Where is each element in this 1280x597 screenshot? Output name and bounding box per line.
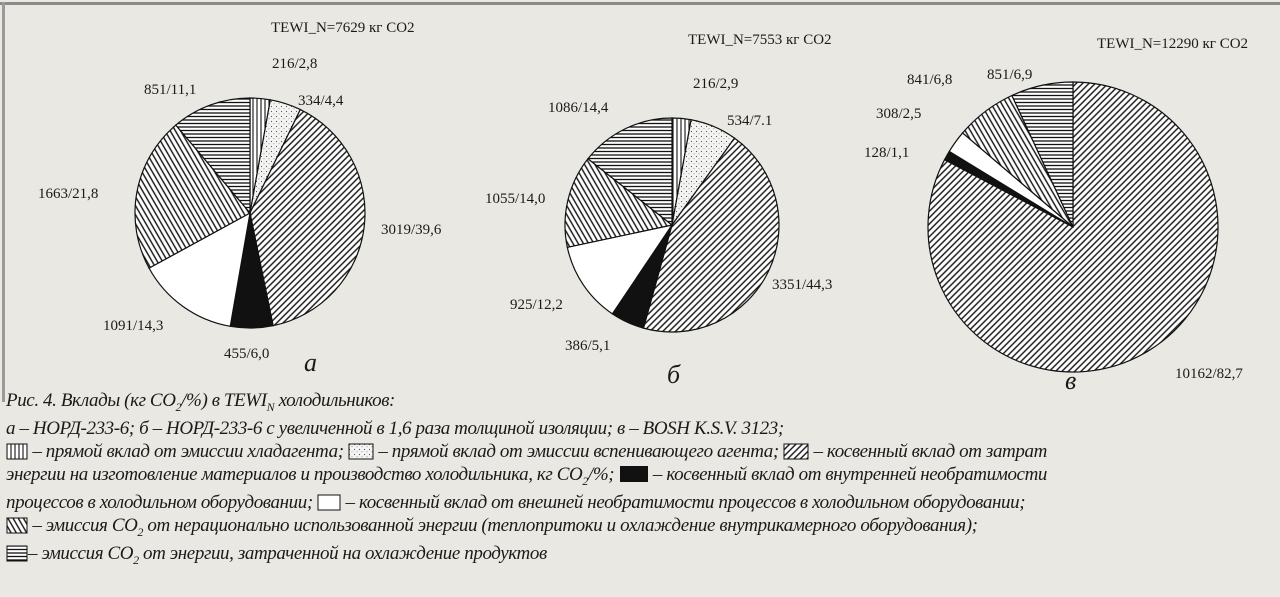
pie-slice-external xyxy=(148,211,251,327)
data-label: 841/6,8 xyxy=(907,72,953,88)
pie-slice-products xyxy=(174,97,251,215)
legend-row-4: – эмиссия CO2 от нерационально использов… xyxy=(6,515,1280,543)
panel-letter: б xyxy=(667,360,681,389)
data-label: 216/2,9 xyxy=(693,76,739,92)
legend-swatch-refrigerant xyxy=(6,443,28,460)
legend-swatch-manufacturing xyxy=(783,443,809,460)
pie-charts xyxy=(134,81,1219,373)
pie-c-title: TEWI_N=12290 кг CO2 xyxy=(1097,36,1249,52)
figure-caption: Рис. 4. Вклады (кг CO2/%) в TEWIN холоди… xyxy=(6,390,1280,571)
legend-swatch-irrational xyxy=(6,517,28,534)
data-label: 851/11,1 xyxy=(144,82,197,98)
pie-slice-products xyxy=(587,117,673,227)
pie-slice-irrational xyxy=(564,157,674,249)
pie-slice-manufacturing xyxy=(642,137,780,333)
data-label: 534/7.1 xyxy=(727,113,773,129)
caption-panels: а – НОРД-233-6; б – НОРД-233-6 с увеличе… xyxy=(6,418,784,440)
data-label: 10162/82,7 xyxy=(1175,366,1243,382)
pie-slice-products xyxy=(1011,81,1074,228)
legend-row-2: энергии на изготовление материалов и про… xyxy=(6,463,1048,488)
legend-swatch-internal xyxy=(619,465,648,482)
legend-swatch-products xyxy=(6,545,28,562)
legend-row-3: процессов в холодильном оборудовании; – … xyxy=(6,491,1026,513)
data-label: 1091/14,3 xyxy=(103,318,164,334)
data-label: 386/5,1 xyxy=(565,338,611,354)
data-label: 216/2,8 xyxy=(272,56,318,72)
data-label: 1055/14,0 xyxy=(485,191,546,207)
panel-letter: а xyxy=(304,348,317,377)
data-label: 1086/14,4 xyxy=(548,100,609,116)
pie-slice-manufacturing xyxy=(249,108,366,327)
data-label: 3019/39,6 xyxy=(381,222,442,238)
data-label: 3351/44,3 xyxy=(772,277,833,293)
data-label: 334/4,4 xyxy=(298,93,344,109)
legend-row-1: – прямой вклад от эмиссии хладагента; – … xyxy=(6,441,1280,464)
data-label: 128/1,1 xyxy=(864,145,910,161)
data-label: 925/12,2 xyxy=(510,297,563,313)
data-label: 308/2,5 xyxy=(876,106,922,122)
data-label: 1663/21,8 xyxy=(38,186,99,202)
panel-letter: в xyxy=(1065,366,1077,395)
pie-a-title: TEWI_N=7629 кг CO2 xyxy=(271,20,415,36)
pie-slice-external xyxy=(566,224,674,315)
data-label: 455/6,0 xyxy=(224,346,270,362)
pie-slice-irrational xyxy=(134,124,251,269)
page-border-top xyxy=(0,2,1280,5)
legend-swatch-external xyxy=(317,494,341,511)
page-border-left xyxy=(2,2,5,402)
legend-row-5: – эмиссия CO2 от энергии, затраченной на… xyxy=(6,543,1280,571)
legend-swatch-foam xyxy=(348,443,374,460)
caption-title: Рис. 4. Вклады (кг CO2/%) в TEWIN холоди… xyxy=(6,390,395,414)
pie-b-title: TEWI_N=7553 кг CO2 xyxy=(688,32,832,48)
data-label: 851/6,9 xyxy=(987,67,1033,83)
